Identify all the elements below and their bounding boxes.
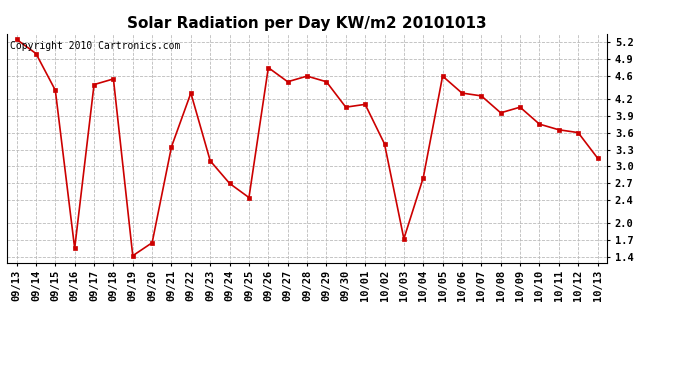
Text: Copyright 2010 Cartronics.com: Copyright 2010 Cartronics.com bbox=[10, 40, 180, 51]
Title: Solar Radiation per Day KW/m2 20101013: Solar Radiation per Day KW/m2 20101013 bbox=[127, 16, 487, 31]
